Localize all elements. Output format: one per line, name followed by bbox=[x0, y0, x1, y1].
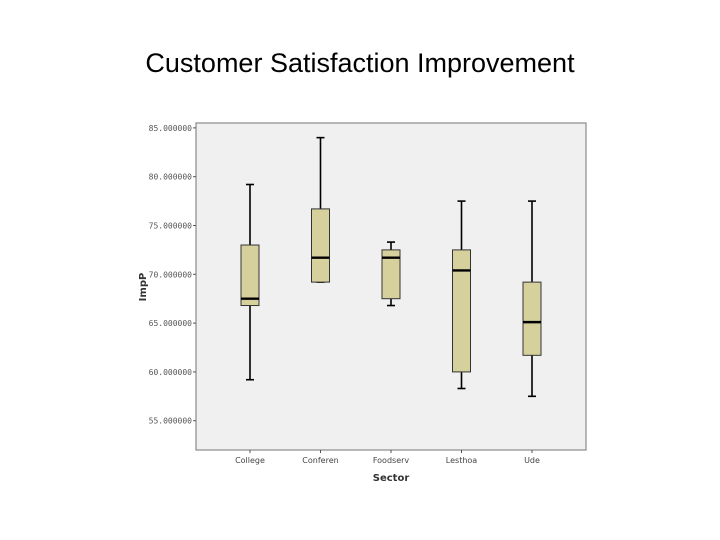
box-series bbox=[240, 136, 542, 398]
x-tick-label: Conferen bbox=[302, 456, 338, 465]
y-tick-label: 80.000000 bbox=[149, 173, 193, 182]
y-tick-label: 85.000000 bbox=[149, 124, 193, 133]
slide-title: Customer Satisfaction Improvement bbox=[145, 48, 575, 78]
y-tick-label: 55.000000 bbox=[149, 417, 193, 426]
x-tick-label: Lesthoa bbox=[446, 456, 478, 465]
iqr-box bbox=[311, 208, 330, 283]
x-axis-title: Sector bbox=[373, 473, 410, 484]
y-tick-label: 70.000000 bbox=[149, 270, 193, 279]
iqr-box bbox=[452, 249, 471, 373]
y-axis: 85.000000 80.000000 75.000000 70.000000 65.0… bbox=[149, 124, 196, 426]
y-axis-title: ImpP bbox=[138, 273, 149, 302]
x-tick-label: College bbox=[235, 456, 265, 465]
y-tick-label: 65.000000 bbox=[149, 319, 193, 328]
x-tick-label: Ude bbox=[524, 456, 540, 465]
iqr-box bbox=[522, 281, 542, 356]
box-lesthoa bbox=[452, 200, 471, 390]
y-tick-label: 60.000000 bbox=[149, 368, 193, 377]
box-conferen bbox=[311, 136, 330, 283]
box-college bbox=[240, 183, 260, 381]
x-tick-label: Foodserv bbox=[373, 456, 410, 465]
iqr-box bbox=[240, 244, 260, 307]
iqr-box bbox=[381, 249, 401, 300]
x-axis: College Conferen Foodserv Lesthoa Ude bbox=[235, 450, 540, 465]
box-foodserv bbox=[381, 241, 401, 307]
y-tick-label: 75.000000 bbox=[149, 221, 193, 230]
box-ude bbox=[522, 200, 542, 398]
